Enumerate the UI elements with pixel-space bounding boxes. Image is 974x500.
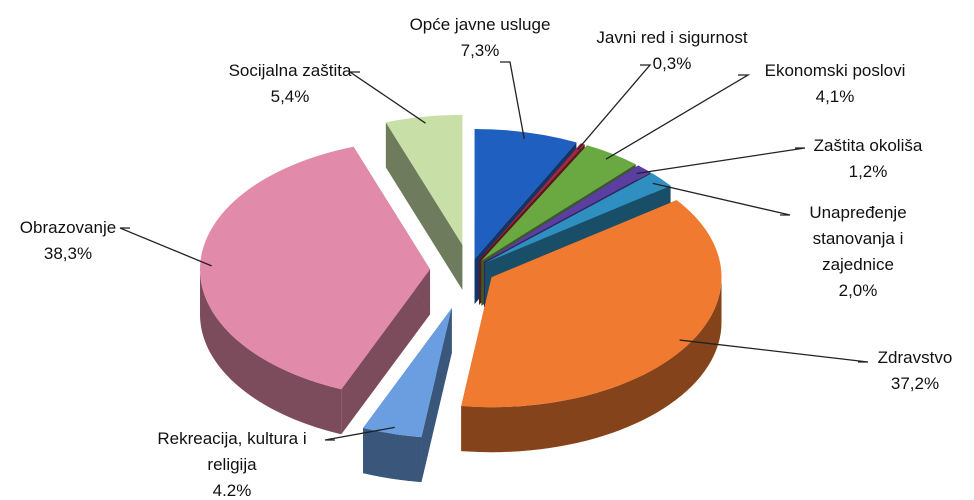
value-label: 0,3% <box>652 54 692 73</box>
leader-line <box>636 147 806 175</box>
value-label: 1,2% <box>848 162 888 181</box>
slice <box>485 173 671 263</box>
slice-shade <box>341 269 431 435</box>
category: Zdravstvo <box>877 348 953 367</box>
slice-label: Ekonomski poslovi 4,1% <box>735 58 935 110</box>
slice-label: Rekreacija, kultura i religija 4.2% <box>132 426 332 500</box>
slice <box>481 145 636 261</box>
slice <box>483 165 651 262</box>
value-label: 2,0% <box>838 281 878 300</box>
slice-label: Unapređenje stanovanja i zajednice 2,0% <box>783 200 933 304</box>
slice-shade <box>385 122 463 290</box>
leader-line <box>119 227 212 267</box>
value-label: 4.2% <box>212 481 252 500</box>
slice-label: Zaštita okoliša 1,2% <box>788 133 948 185</box>
leader-line <box>605 74 751 160</box>
slice-label: Opće javne usluge 7,3% <box>380 12 580 64</box>
value-label: 4,1% <box>815 87 855 106</box>
value-label: 37,2% <box>890 374 940 393</box>
value-label: 7,3% <box>460 41 500 60</box>
slice-label: Javni red i sigurnost 0,3% <box>562 25 782 77</box>
slice <box>385 114 463 245</box>
leader-line <box>577 64 652 151</box>
leader-line <box>324 426 395 441</box>
slice <box>474 128 577 259</box>
slice-label: Zdravstvo 37,2% <box>855 345 974 397</box>
slice-tops <box>200 114 722 438</box>
slice <box>363 308 452 438</box>
category: Rekreacija, kultura i religija <box>157 429 307 474</box>
slice-shade <box>461 277 722 453</box>
slice <box>479 143 585 260</box>
slice-side <box>385 122 463 290</box>
category: Ekonomski poslovi <box>764 61 906 80</box>
slice-side <box>363 428 422 483</box>
category: Unapređenje stanovanja i zajednice <box>809 203 907 274</box>
slice-side <box>341 269 431 435</box>
slice-shade <box>200 269 342 435</box>
category: Opće javne usluge <box>409 15 551 34</box>
slice-shade <box>363 428 422 483</box>
slice-label: Obrazovanje 38,3% <box>0 215 138 267</box>
leader-line <box>679 339 869 363</box>
category: Socijalna zaštita <box>228 61 352 80</box>
value-label: 38,3% <box>43 244 93 263</box>
category: Javni red i sigurnost <box>596 28 748 47</box>
category: Zaštita okoliša <box>813 136 923 155</box>
slice <box>200 146 431 390</box>
slice-side <box>461 277 722 453</box>
category: Obrazovanje <box>19 218 117 237</box>
slice-label: Socijalna zaštita 5,4% <box>195 58 385 110</box>
leader-line <box>500 61 525 139</box>
value-label: 5,4% <box>270 87 310 106</box>
leader-line <box>347 71 426 124</box>
slice <box>461 200 722 408</box>
slice-side <box>200 269 342 435</box>
leader-line <box>652 182 791 216</box>
